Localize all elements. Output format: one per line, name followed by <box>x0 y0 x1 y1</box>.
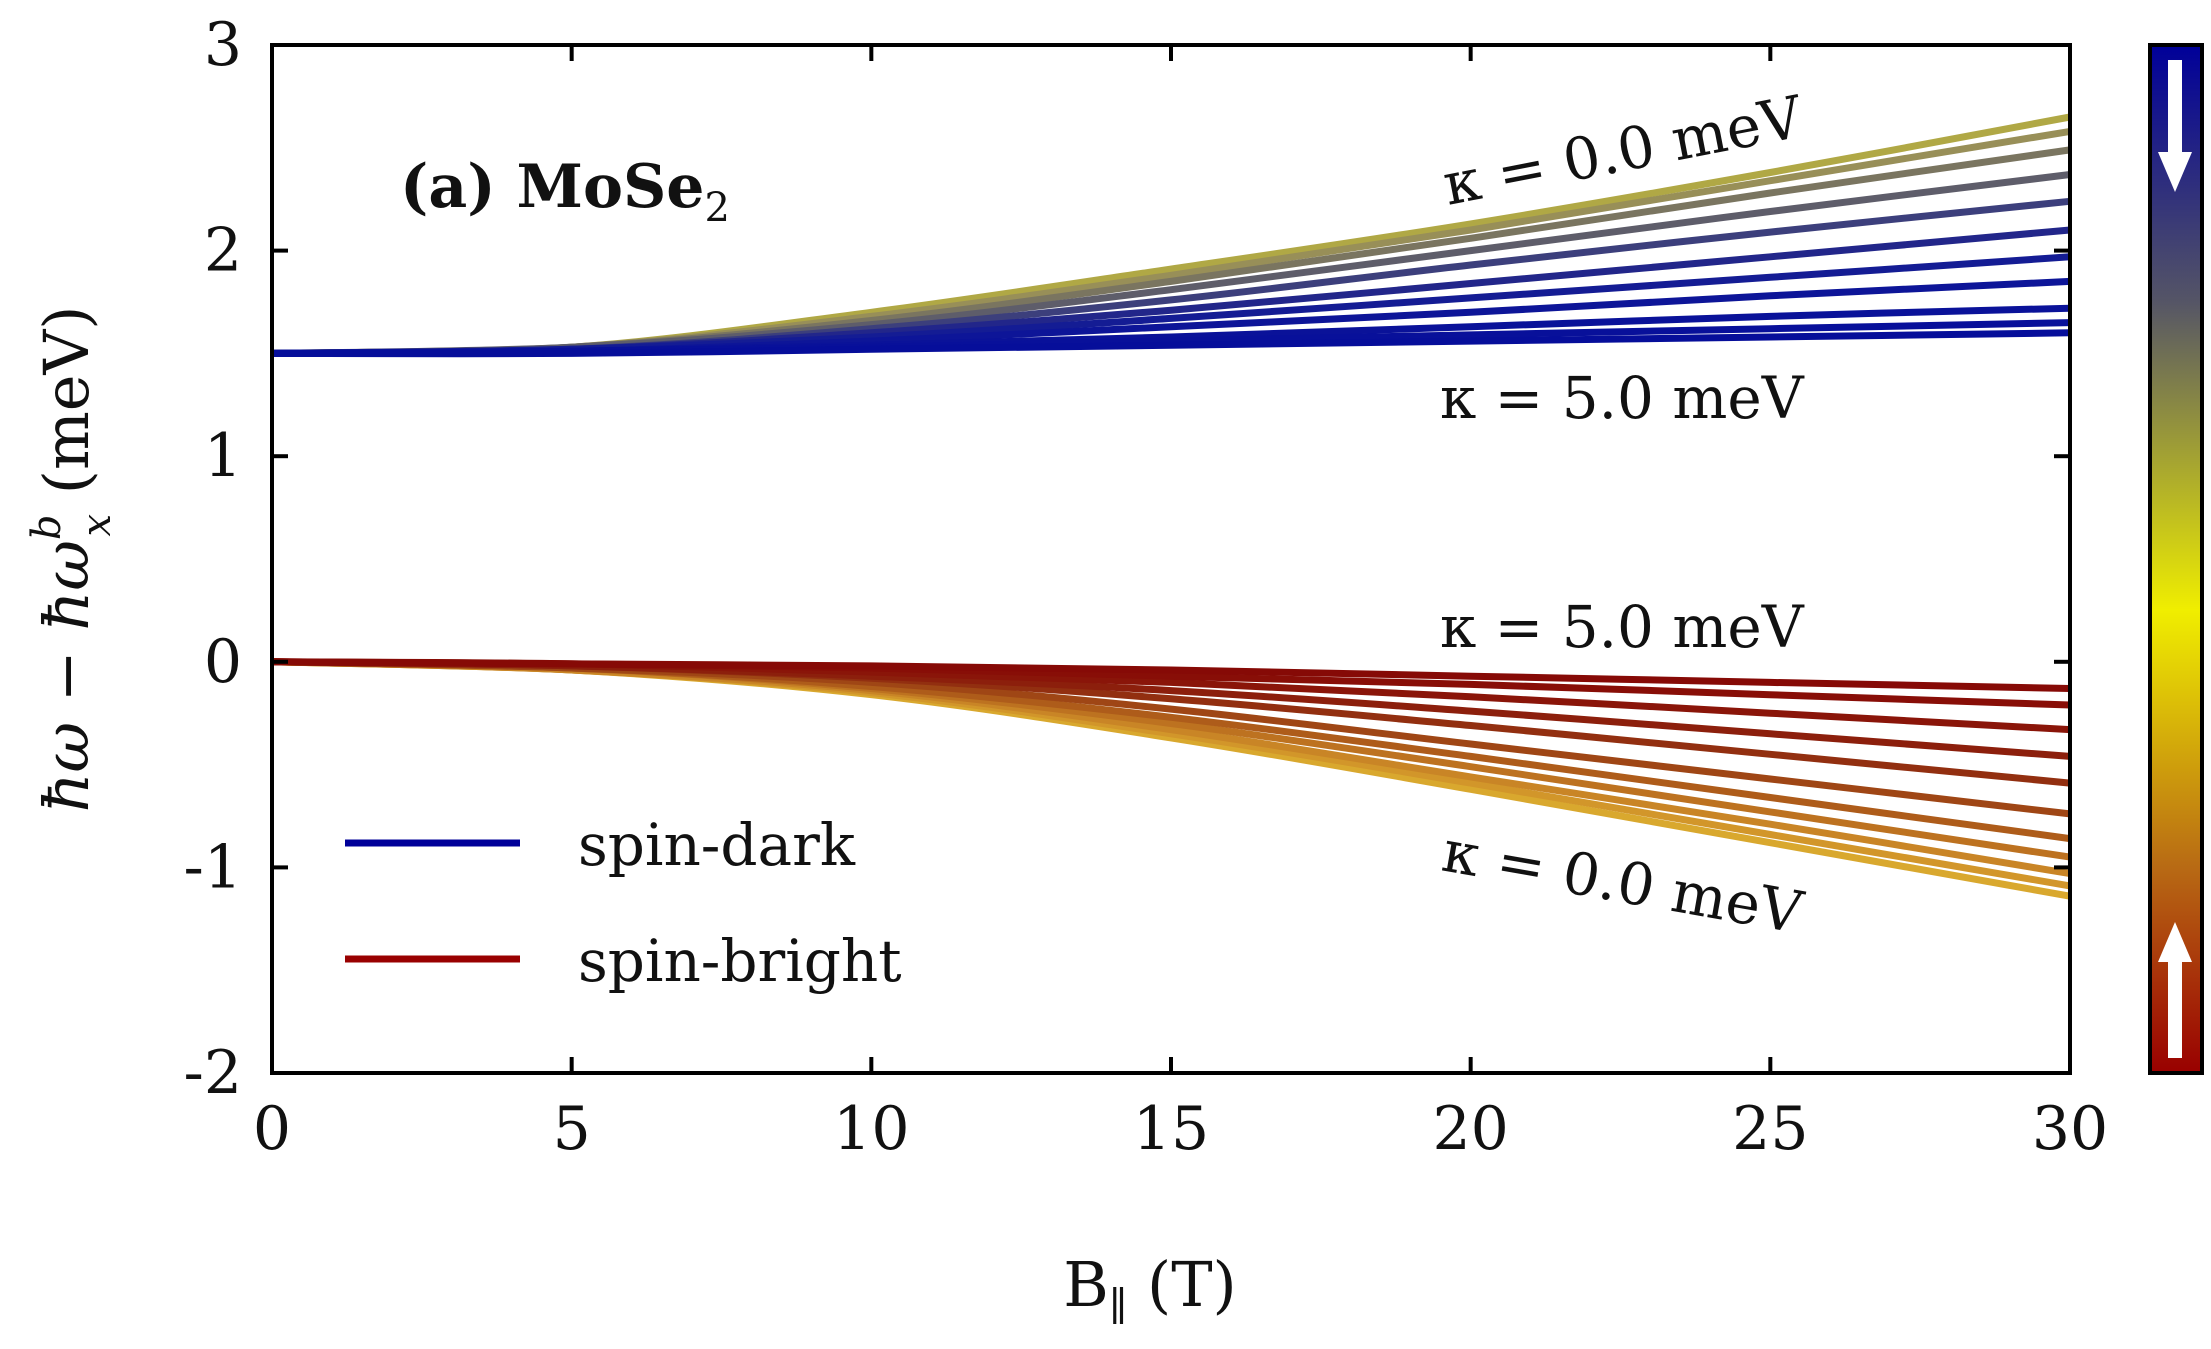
y-axis-label: ħω − ħωb x (meV) <box>24 306 120 813</box>
y-axis-label-sup: b <box>24 514 70 540</box>
x-axis-label-main: B <box>1063 1248 1109 1321</box>
x-tick-label-6: 30 <box>2032 1094 2108 1164</box>
y-tick-label-1: -1 <box>184 832 242 902</box>
y-axis-label-unit: (meV) <box>30 306 103 514</box>
x-axis-label: B∥ (T) <box>1063 1248 1237 1330</box>
x-tick-label-0: 0 <box>253 1094 291 1164</box>
arrow-up-icon <box>2158 922 2192 1058</box>
x-tick-labels: 0 5 10 15 20 25 30 <box>253 1094 2108 1164</box>
x-tick-label-4: 20 <box>1432 1094 1508 1164</box>
y-tick-label-0: -2 <box>184 1038 242 1108</box>
y-tick-label-5: 3 <box>204 10 242 80</box>
colorbar <box>2148 43 2204 1075</box>
legend: spin-dark spin-bright <box>345 811 902 995</box>
y-tick-labels: -2 -1 0 1 2 3 <box>184 10 242 1108</box>
legend-label-spin-bright: spin-bright <box>578 927 902 995</box>
annotation-bright-top: κ = 5.0 meV <box>1440 593 1805 661</box>
x-tick-label-5: 25 <box>1732 1094 1808 1164</box>
panel-label-sub: 2 <box>704 185 729 231</box>
y-tick-label-4: 2 <box>204 216 242 286</box>
y-tick-label-3: 1 <box>204 421 242 491</box>
spin-bright-line-kappa-5 <box>271 658 2071 692</box>
legend-label-spin-dark: spin-dark <box>578 811 856 879</box>
y-axis-label-sub: x <box>74 514 120 537</box>
y-axis-label-main: ħω − ħω <box>30 540 103 812</box>
x-tick-label-2: 10 <box>833 1094 909 1164</box>
x-tick-label-3: 15 <box>1133 1094 1209 1164</box>
spin-dark-line-kappa-5 <box>271 329 2071 358</box>
colorbar-bar <box>2148 43 2204 1075</box>
panel-label: (a) MoSe2 <box>400 152 730 231</box>
panel-label-main: (a) MoSe <box>400 152 704 222</box>
ticks-layer <box>270 43 2072 1075</box>
x-axis-label-unit: (T) <box>1127 1248 1236 1321</box>
annotation-dark-bottom: κ = 5.0 meV <box>1440 364 1805 432</box>
x-axis-label-sub: ∥ <box>1109 1284 1127 1330</box>
series-layer <box>271 113 2071 900</box>
x-tick-label-1: 5 <box>553 1094 591 1164</box>
y-tick-label-2: 0 <box>204 627 242 697</box>
arrow-down-icon <box>2158 60 2192 192</box>
